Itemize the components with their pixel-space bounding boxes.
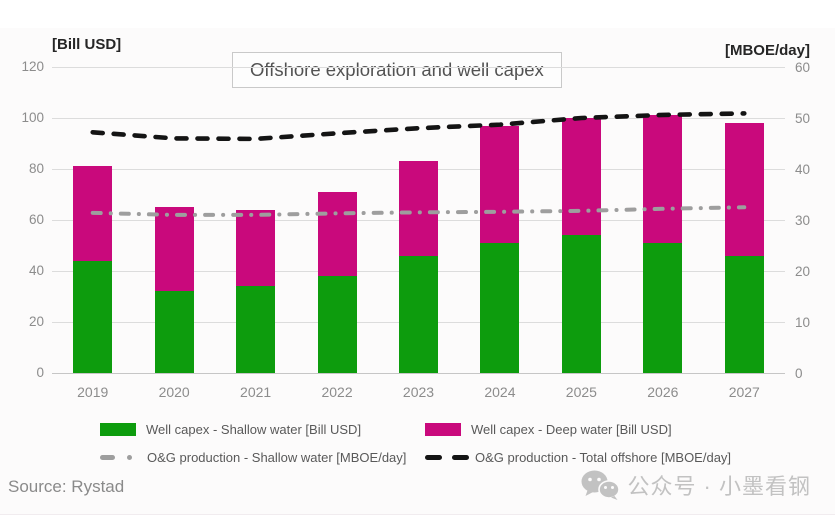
bar-segment-deep-water [561,118,601,236]
watermark-text: 公众号 · 小墨看钢 [627,474,811,499]
right-axis-unit-label: [MBOE/day] [724,42,810,59]
x-axis-label: 2025 [565,384,597,400]
bar-segment-deep-water [480,125,520,243]
left-axis-tick: 20 [28,314,44,329]
bar-segment-deep-water [73,166,113,261]
chart-card: [Bill USD] [MBOE/day] Offshore explorati… [0,28,835,515]
legend-label-shallow-production: O&G production - Shallow water [MBOE/day… [147,449,407,465]
gridline [52,373,785,374]
bar-segment-shallow-water [317,276,357,373]
left-axis-tick: 0 [36,365,44,380]
watermark: 公众号 · 小墨看钢 [581,469,811,501]
bar-segment-shallow-water [73,260,113,373]
right-axis-tick: 10 [795,315,811,330]
left-axis-tick: 120 [21,59,44,74]
legend-item-shallow-production: O&G production - Shallow water [MBOE/day… [100,449,406,465]
bar-segment-shallow-water [236,286,276,373]
bar-segment-shallow-water [643,242,683,373]
legend-black-dash-marker [425,454,442,460]
bar-segment-deep-water [317,191,357,277]
bar-segment-shallow-water [724,255,764,373]
legend-item-deep-capex: Well capex - Deep water [Bill USD] [425,421,672,437]
legend-item-shallow-capex: Well capex - Shallow water [Bill USD] [100,421,361,437]
bar-segment-shallow-water [561,235,601,373]
right-axis-tick: 50 [795,111,811,126]
legend-black-dash-marker [452,454,469,460]
bar-segment-deep-water [724,123,764,256]
left-axis-unit-label: [Bill USD] [52,36,122,53]
legend-swatch-deep-capex [425,422,461,436]
bar-segment-deep-water [399,161,438,256]
x-axis-label: 2024 [484,384,516,400]
left-axis-tick: 100 [21,110,44,125]
wechat-icon [581,470,620,500]
source-text: Source: Rystad [8,477,125,496]
legend-label-total-production: O&G production - Total offshore [MBOE/da… [475,449,732,465]
bar-segment-shallow-water [399,255,438,373]
bar-segment-deep-water [154,207,194,292]
left-axis-tick: 60 [28,212,44,227]
right-axis-tick: 20 [795,264,811,279]
x-axis-label: 2021 [240,384,272,400]
left-axis-tick: 40 [28,263,44,278]
legend-swatch-shallow-capex [100,422,136,436]
bar-segment-deep-water [643,115,683,243]
right-axis-tick: 60 [795,60,811,75]
legend-item-total-production: O&G production - Total offshore [MBOE/da… [425,449,731,465]
bar-segment-shallow-water [154,291,194,373]
legend-dot-marker [127,454,132,460]
chart-title: Offshore exploration and well capex [232,52,562,88]
x-axis-label: 2027 [728,384,760,400]
x-axis-label: 2023 [402,384,435,400]
bar-segment-shallow-water [480,242,520,373]
x-axis-label: 2020 [158,384,190,400]
right-axis-tick: 40 [795,162,811,177]
legend-label-shallow-capex: Well capex - Shallow water [Bill USD] [146,421,362,437]
x-axis-label: 2022 [321,384,353,400]
right-axis-tick: 30 [795,213,811,228]
x-axis-label: 2019 [77,384,109,400]
bar-segment-deep-water [236,209,276,287]
x-axis-label: 2026 [647,384,679,400]
legend-label-deep-capex: Well capex - Deep water [Bill USD] [471,421,672,437]
right-axis-tick: 0 [795,366,803,381]
gridline [52,67,785,68]
left-axis-tick: 80 [28,161,44,176]
legend-dash-dot-marker [100,454,115,460]
plot-area: 120 60 100 50 80 40 60 30 40 20 20 10 0 0 2019 2020 202… [21,59,810,400]
